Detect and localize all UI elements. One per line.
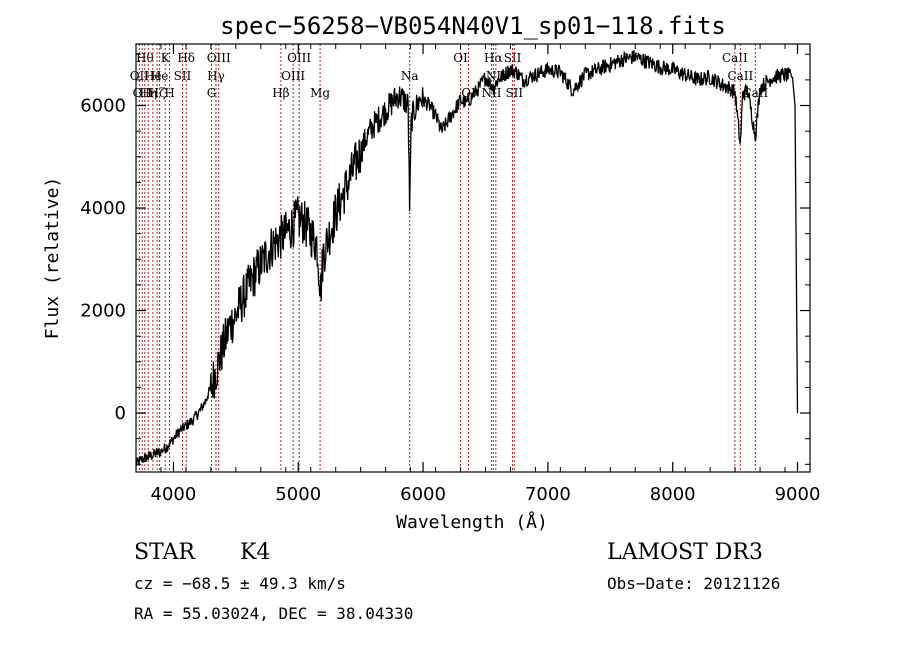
sky-coordinates: RA = 55.03024, DEC = 38.04330 [134,604,414,623]
y-axis-label: Flux (relative) [42,177,63,340]
line-marker-label: Hθ [136,51,154,65]
line-marker-label: H [164,86,174,100]
y-tick-label: 6000 [80,96,126,117]
line-marker-label: Mg [310,86,330,100]
line-marker-label: CaII [722,51,748,65]
redshift-cz: cz = −68.5 ± 49.3 km/s [134,574,346,593]
line-marker-label: Hζ [149,86,166,100]
axis-ticks: 4000 5000 6000 7000 8000 9000 0 2000 4000 6000 [80,44,820,505]
x-tick-label: 8000 [650,484,696,505]
line-markers: OIIOIIHθHηHeHζHeKHSIIHδGHγOIIIHβOIIIOIII… [130,44,768,472]
line-marker-label: Hβ [272,86,289,100]
chart-title: spec−56258−VB054N40V1_sp01−118.fits [220,12,726,40]
line-marker-label: Na [401,69,419,83]
y-tick-label: 4000 [80,198,126,219]
plot-frame [135,43,811,473]
line-marker-label: SII [505,86,523,100]
line-marker-label: NII [481,86,501,100]
line-marker-label: OIII [281,69,305,83]
survey-name: LAMOST DR3 [607,540,763,565]
line-marker-label: OIII [287,51,311,65]
line-marker-label: Hα [484,51,503,65]
line-marker-label: Hδ [177,51,195,65]
line-marker-label: SII [174,69,192,83]
object-subclass: K4 [240,540,271,565]
x-tick-label: 7000 [525,484,571,505]
x-tick-label: 4000 [151,484,197,505]
line-marker-label: OIII [207,51,231,65]
x-tick-label: 5000 [275,484,321,505]
object-class: STAR [134,540,195,565]
x-axis-label: Wavelength (Å) [396,511,548,533]
line-marker-label: OI [453,51,468,65]
line-marker-label: Hγ [207,69,225,83]
x-tick-label: 6000 [400,484,446,505]
spectrum-series-line [135,50,799,467]
y-tick-label: 2000 [80,301,126,322]
y-tick-label: 0 [115,403,126,424]
observation-date: Obs−Date: 20121126 [607,574,781,593]
x-tick-label: 9000 [775,484,821,505]
line-marker-label: G [207,86,217,100]
line-marker-label: CaII [727,69,753,83]
line-marker-label: SII [504,51,522,65]
line-marker-label: K [161,51,171,65]
line-marker-label: OII [133,86,153,100]
line-marker-label: He [151,69,169,83]
